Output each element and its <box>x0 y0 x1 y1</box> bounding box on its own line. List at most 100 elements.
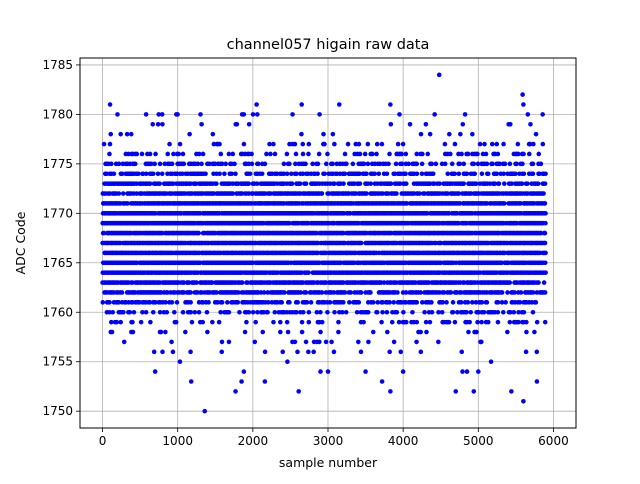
data-point <box>280 349 286 355</box>
data-point <box>336 319 341 325</box>
data-point <box>199 161 204 167</box>
data-point <box>150 121 156 127</box>
data-point <box>303 161 308 167</box>
data-point <box>494 171 500 177</box>
data-point <box>394 309 400 315</box>
data-point <box>271 141 276 147</box>
y-tick-label: 1785 <box>42 58 73 72</box>
data-point <box>490 161 495 167</box>
data-point <box>505 290 510 295</box>
data-point <box>175 112 180 117</box>
data-point <box>268 151 273 157</box>
data-point <box>306 319 312 325</box>
data-point <box>187 131 192 137</box>
data-point <box>101 141 107 147</box>
data-point <box>172 309 177 315</box>
data-point <box>449 161 455 167</box>
outlier-point <box>152 369 158 374</box>
outlier-point <box>254 102 259 107</box>
data-point <box>531 141 536 147</box>
data-point <box>370 329 376 335</box>
data-point <box>507 121 513 127</box>
data-point <box>458 300 464 305</box>
data-point <box>218 151 224 157</box>
x-tick-label: 1000 <box>162 434 193 448</box>
data-point <box>241 112 247 117</box>
data-point <box>350 161 356 167</box>
data-point <box>330 161 335 167</box>
data-point <box>473 300 479 305</box>
data-point <box>136 171 141 177</box>
data-point <box>204 309 210 315</box>
outlier-point <box>299 102 304 107</box>
data-point <box>246 181 251 186</box>
data-point <box>173 319 179 325</box>
data-point <box>446 319 452 325</box>
data-point <box>437 181 442 186</box>
data-point <box>322 171 327 177</box>
data-point <box>512 290 517 295</box>
data-point <box>303 290 309 295</box>
outlier-point <box>107 102 113 107</box>
data-point <box>225 300 230 305</box>
data-point <box>357 151 363 157</box>
data-point <box>188 300 193 305</box>
data-point <box>138 319 144 325</box>
data-point <box>294 309 299 315</box>
data-point <box>445 171 451 177</box>
data-point <box>181 290 187 295</box>
data-point <box>306 270 311 275</box>
data-point <box>534 349 540 355</box>
data-point <box>199 121 204 127</box>
data-point <box>542 260 548 266</box>
data-point <box>332 309 337 315</box>
data-point <box>387 151 392 157</box>
data-point <box>380 309 385 315</box>
data-point <box>348 290 354 295</box>
data-point <box>114 319 120 325</box>
data-point <box>331 290 337 295</box>
data-point <box>514 161 519 167</box>
data-point <box>442 161 448 167</box>
data-point <box>107 141 113 147</box>
data-point <box>244 319 249 325</box>
data-point <box>306 309 312 315</box>
data-point <box>265 309 270 315</box>
data-point <box>344 161 349 167</box>
data-point <box>472 171 478 177</box>
data-point <box>343 309 349 315</box>
data-point <box>362 151 368 157</box>
data-point <box>299 319 305 325</box>
data-point <box>427 131 433 137</box>
data-point <box>464 171 470 177</box>
data-point <box>115 112 120 117</box>
data-point <box>303 181 309 186</box>
data-point <box>252 339 258 345</box>
data-point <box>183 329 188 335</box>
data-point <box>356 339 361 345</box>
data-point <box>255 161 261 167</box>
data-point <box>152 161 157 167</box>
data-point <box>158 329 164 335</box>
data-point <box>448 290 454 295</box>
data-point <box>232 161 237 167</box>
data-point <box>216 319 222 325</box>
data-point <box>401 309 406 315</box>
data-point <box>374 151 379 157</box>
data-point <box>460 121 466 127</box>
data-point <box>477 141 483 147</box>
y-axis-label: ADC Code <box>13 211 28 274</box>
data-point <box>143 112 149 117</box>
data-point <box>295 300 301 305</box>
data-point <box>298 290 303 295</box>
data-point <box>234 121 240 127</box>
data-point <box>239 280 245 285</box>
data-point <box>532 329 537 335</box>
data-point <box>525 112 531 117</box>
data-point <box>196 230 201 236</box>
data-point <box>284 319 290 325</box>
data-point <box>110 309 115 315</box>
data-point <box>511 309 517 315</box>
data-point <box>230 151 236 157</box>
data-point <box>403 151 409 157</box>
